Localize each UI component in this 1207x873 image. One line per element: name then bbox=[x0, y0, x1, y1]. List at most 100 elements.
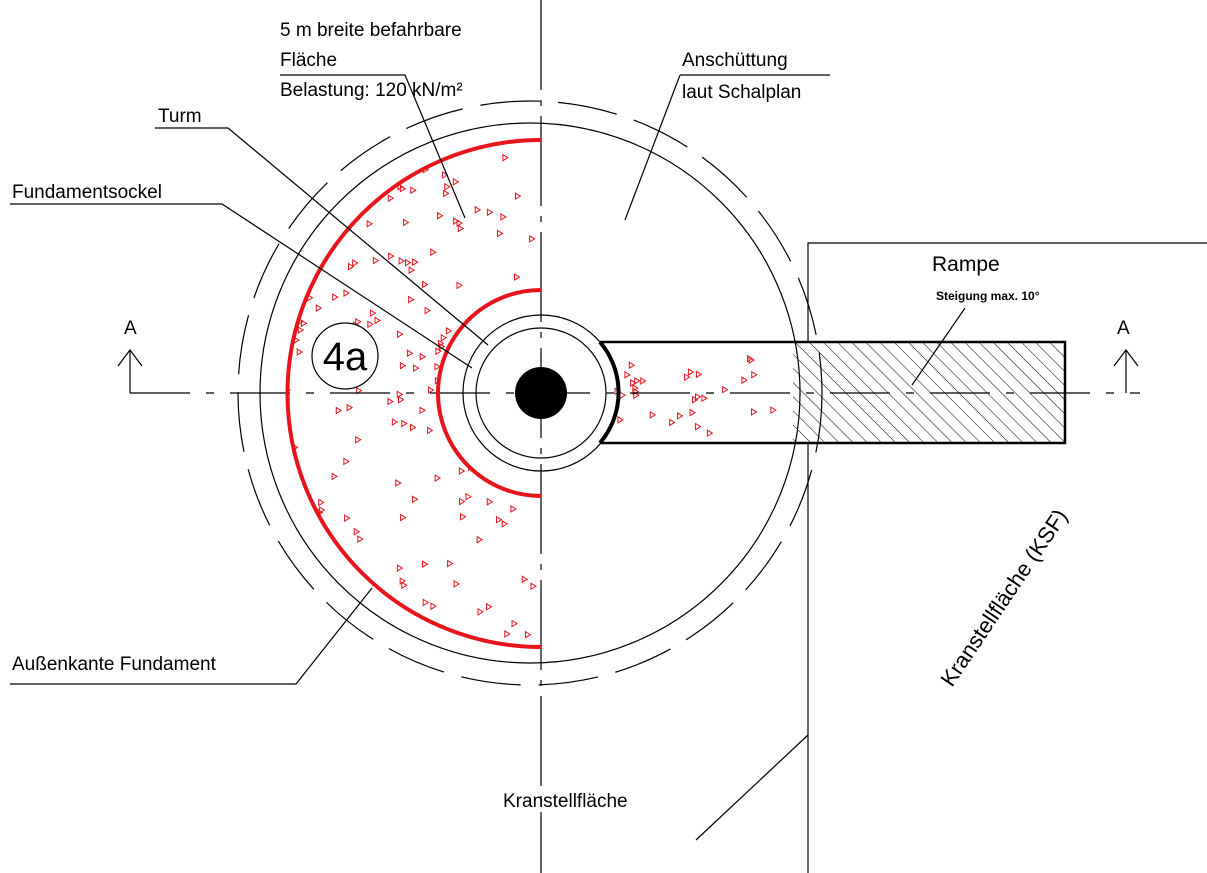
dot bbox=[524, 630, 532, 639]
label: Außenkante Fundament bbox=[12, 654, 217, 675]
dot bbox=[384, 155, 391, 164]
label: 5 m breite befahrbare bbox=[280, 20, 462, 41]
dot bbox=[343, 560, 350, 568]
ramp-dots bbox=[614, 354, 777, 438]
dot bbox=[343, 289, 350, 297]
dot bbox=[500, 212, 507, 221]
dot bbox=[391, 418, 399, 426]
dot bbox=[397, 182, 404, 191]
dot bbox=[387, 397, 394, 406]
dot bbox=[305, 173, 313, 182]
dot bbox=[315, 594, 322, 603]
dot bbox=[411, 495, 419, 504]
dot bbox=[315, 304, 323, 312]
dot bbox=[458, 497, 466, 506]
dot bbox=[434, 362, 441, 371]
dot bbox=[316, 541, 323, 550]
dot bbox=[501, 519, 509, 528]
dot bbox=[374, 316, 382, 325]
dot bbox=[513, 427, 520, 436]
leader-sockel bbox=[10, 203, 473, 369]
dot bbox=[424, 306, 432, 315]
dot bbox=[388, 252, 395, 261]
tower-core bbox=[515, 367, 567, 419]
label: Belastung: 120 kN/m² bbox=[280, 80, 463, 101]
dot bbox=[373, 634, 380, 643]
dot bbox=[486, 208, 494, 217]
dot bbox=[426, 151, 433, 160]
dot bbox=[405, 258, 412, 267]
dot bbox=[684, 373, 691, 382]
dot bbox=[695, 422, 702, 431]
dot bbox=[402, 218, 410, 227]
dot bbox=[305, 149, 312, 158]
dot bbox=[477, 607, 484, 616]
dot bbox=[677, 412, 684, 420]
dot bbox=[511, 619, 519, 628]
label: Anschüttung bbox=[682, 50, 788, 71]
ramp-hatch bbox=[793, 342, 1065, 443]
dot bbox=[486, 602, 493, 611]
dot bbox=[529, 303, 536, 312]
dot bbox=[427, 386, 435, 394]
label: Turm bbox=[158, 106, 202, 127]
dot bbox=[445, 327, 453, 335]
dot bbox=[495, 515, 503, 524]
dot bbox=[430, 248, 437, 257]
dot bbox=[401, 419, 408, 428]
dot bbox=[630, 379, 637, 387]
dot bbox=[304, 608, 312, 617]
crane-area bbox=[807, 242, 1207, 873]
dot bbox=[634, 377, 641, 385]
dot bbox=[649, 411, 657, 419]
dot bbox=[669, 418, 676, 427]
concrete-dots bbox=[287, 140, 540, 647]
label: Rampe bbox=[932, 253, 1000, 276]
dot bbox=[476, 535, 484, 544]
dot bbox=[443, 189, 450, 198]
dot bbox=[516, 482, 524, 491]
dot bbox=[408, 266, 416, 274]
dot bbox=[421, 560, 429, 569]
dot bbox=[399, 577, 407, 585]
dot bbox=[453, 579, 461, 588]
dot bbox=[412, 258, 419, 267]
dot bbox=[353, 527, 361, 536]
dot bbox=[326, 140, 334, 148]
leader-steigung bbox=[911, 307, 966, 386]
dot bbox=[640, 377, 647, 385]
dot bbox=[453, 392, 461, 400]
leader-flaeche bbox=[280, 74, 466, 219]
marker-circle bbox=[311, 322, 379, 390]
dot bbox=[458, 467, 466, 475]
dot bbox=[741, 376, 748, 385]
dot bbox=[304, 584, 312, 593]
dot bbox=[396, 390, 404, 399]
section-arrow-right bbox=[1113, 349, 1139, 393]
dot bbox=[307, 641, 314, 647]
dot bbox=[413, 364, 420, 372]
foundation-edge bbox=[285, 138, 542, 649]
dot bbox=[502, 153, 509, 162]
dot bbox=[347, 262, 355, 271]
dot bbox=[398, 257, 406, 265]
dot bbox=[300, 319, 308, 328]
dot bbox=[419, 352, 427, 361]
dot bbox=[440, 333, 448, 342]
dot bbox=[452, 177, 460, 186]
dot bbox=[396, 564, 404, 572]
dot bbox=[435, 347, 442, 356]
label: Kranstellfläche (KSF) bbox=[935, 504, 1072, 690]
ramp-outline bbox=[600, 340, 1067, 445]
tower-circle bbox=[475, 327, 607, 459]
dot bbox=[346, 403, 354, 412]
dot bbox=[442, 171, 449, 179]
dot bbox=[306, 210, 314, 219]
dot bbox=[344, 514, 351, 523]
dot bbox=[474, 205, 482, 214]
leader-kranstell bbox=[695, 734, 809, 841]
dot bbox=[456, 281, 463, 290]
ramp-end bbox=[598, 340, 621, 445]
dot bbox=[628, 361, 636, 370]
